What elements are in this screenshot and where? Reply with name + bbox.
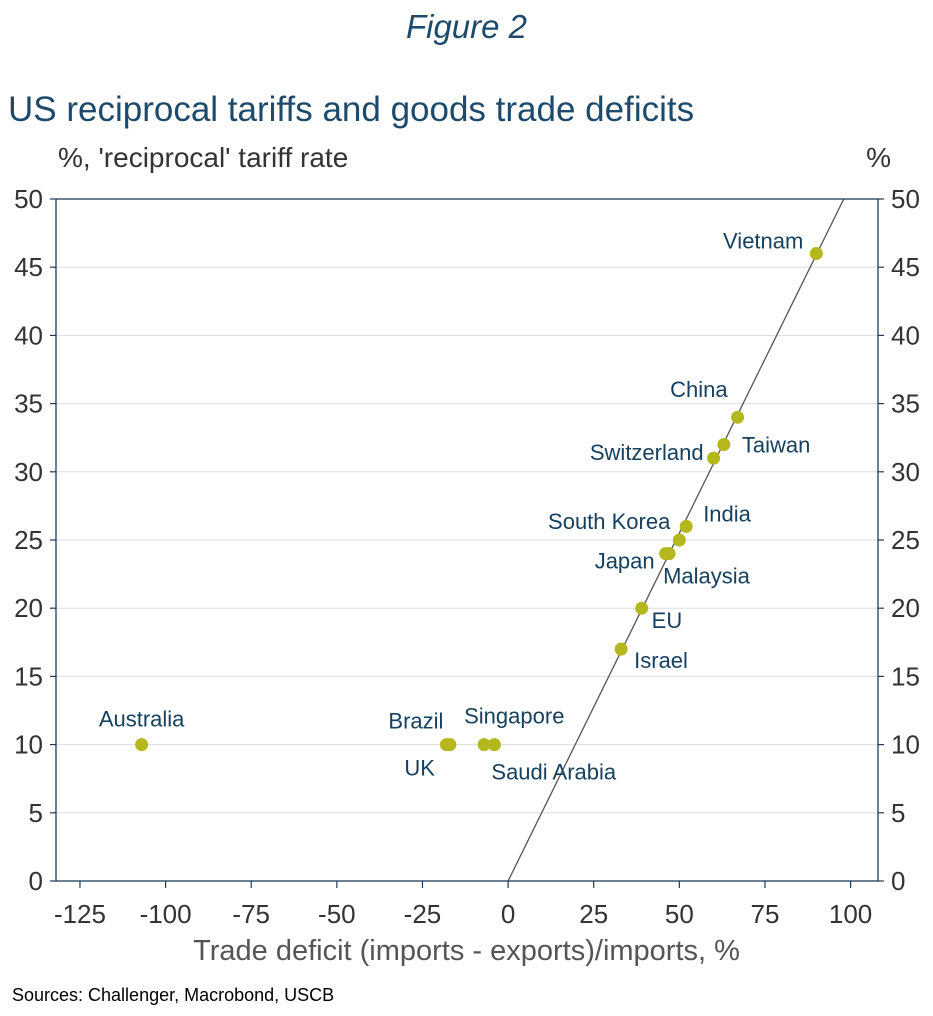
y-tick-label-left: 5 (29, 798, 43, 828)
source-note: Sources: Challenger, Macrobond, USCB (12, 985, 335, 1005)
point-label-vietnam: Vietnam (723, 229, 803, 254)
x-tick-label: -75 (232, 899, 270, 929)
point-south-korea (672, 533, 686, 547)
y-tick-label-left: 50 (14, 184, 43, 214)
point-label-saudi-arabia: Saudi Arabia (491, 760, 617, 785)
point-label-singapore: Singapore (464, 704, 564, 729)
y-tick-label-left: 30 (14, 457, 43, 487)
point-label-australia: Australia (99, 707, 185, 732)
x-tick-label: 50 (665, 899, 694, 929)
y-tick-label-right: 15 (891, 661, 920, 691)
point-label-japan: Japan (595, 549, 655, 574)
y-axis-label-right: % (866, 142, 891, 173)
y-tick-label-right: 25 (891, 525, 920, 555)
y-tick-label-right: 40 (891, 320, 920, 350)
y-tick-label-right: 35 (891, 389, 920, 419)
x-tick-label: 0 (501, 899, 515, 929)
point-label-malaysia: Malaysia (663, 564, 751, 589)
point-switzerland (707, 451, 721, 465)
point-taiwan (717, 438, 731, 452)
y-tick-label-left: 40 (14, 320, 43, 350)
point-label-uk: UK (404, 756, 435, 781)
x-tick-label: 75 (751, 899, 780, 929)
point-label-taiwan: Taiwan (742, 433, 810, 458)
point-israel (614, 642, 628, 656)
y-tick-label-right: 50 (891, 184, 920, 214)
point-singapore (477, 738, 491, 752)
y-tick-label-right: 30 (891, 457, 920, 487)
point-label-israel: Israel (634, 648, 688, 673)
y-tick-label-right: 45 (891, 252, 920, 282)
y-tick-label-left: 15 (14, 661, 43, 691)
y-tick-label-left: 20 (14, 593, 43, 623)
x-axis-label: Trade deficit (imports - exports)/import… (193, 935, 740, 967)
x-tick-label: -25 (404, 899, 442, 929)
y-tick-label-left: 10 (14, 730, 43, 760)
y-tick-label-left: 25 (14, 525, 43, 555)
point-saudi-arabia (487, 738, 501, 752)
point-label-south-korea: South Korea (548, 509, 671, 534)
point-vietnam (809, 247, 823, 261)
y-tick-label-right: 10 (891, 730, 920, 760)
point-china (731, 410, 745, 424)
point-label-india: India (703, 501, 751, 526)
x-tick-label: 25 (579, 899, 608, 929)
point-australia (135, 738, 149, 752)
figure-label: Figure 2 (405, 8, 528, 45)
point-label-switzerland: Switzerland (590, 440, 704, 465)
point-label-brazil: Brazil (388, 709, 443, 734)
y-tick-label-left: 45 (14, 252, 43, 282)
point-uk (443, 738, 457, 752)
y-tick-label-right: 0 (891, 866, 905, 896)
point-malaysia (662, 547, 676, 561)
y-tick-label-right: 5 (891, 798, 905, 828)
x-tick-label: 100 (829, 899, 872, 929)
point-india (679, 519, 693, 533)
point-label-china: China (670, 377, 728, 402)
y-tick-label-left: 35 (14, 389, 43, 419)
x-tick-label: -50 (318, 899, 356, 929)
y-tick-label-left: 0 (29, 866, 43, 896)
point-eu (635, 601, 649, 615)
x-tick-label: -100 (140, 899, 192, 929)
chart-title: US reciprocal tariffs and goods trade de… (8, 90, 695, 129)
y-tick-label-right: 20 (891, 593, 920, 623)
x-tick-label: -125 (54, 899, 106, 929)
point-label-eu: EU (652, 608, 683, 633)
y-axis-label-left: %, 'reciprocal' tariff rate (58, 142, 349, 173)
